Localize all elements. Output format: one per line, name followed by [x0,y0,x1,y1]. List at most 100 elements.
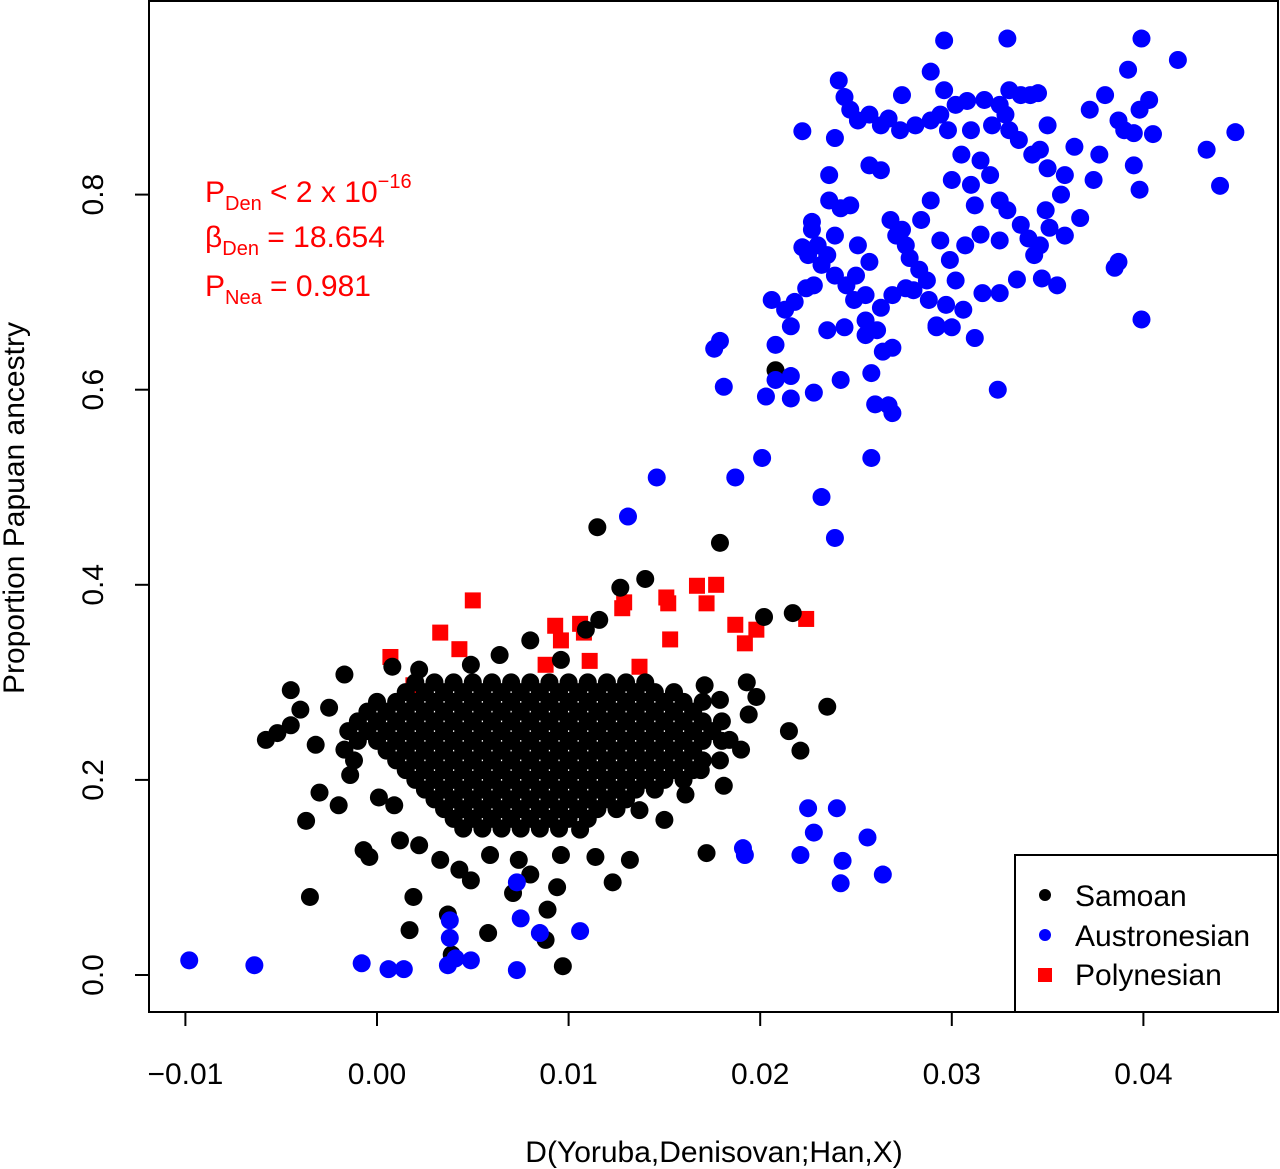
data-point-austronesian [954,300,973,319]
data-point-samoan [747,687,766,706]
data-point-samoan [521,631,540,650]
legend-label-austronesian: Austronesian [1075,920,1250,953]
data-point-austronesian [892,220,911,239]
data-point-austronesian [753,448,772,467]
data-point-samoan [576,620,595,639]
data-point-austronesian [990,95,1009,114]
data-point-austronesian [1038,116,1057,135]
data-point-austronesian [799,799,818,818]
data-point-austronesian [981,166,1000,185]
data-point-samoan [655,810,674,829]
y-tick-label: 0.4 [77,564,110,606]
data-point-samoan [400,921,419,940]
data-point-polynesian [660,595,677,612]
data-point-austronesian [1211,176,1230,195]
data-point-samoan [645,780,664,799]
data-point-austronesian [762,290,781,309]
data-point-austronesian [866,395,885,414]
legend-marker-austronesian [1039,929,1051,941]
data-point-samoan [712,731,731,750]
data-point-austronesian [726,468,745,487]
data-point-austronesian [965,196,984,215]
data-point-samoan [256,730,275,749]
legend: Samoan Austronesian Polynesian [1014,854,1279,1013]
data-point-austronesian [1023,145,1042,164]
data-point-samoan [710,751,729,770]
legend-marker-samoan [1039,889,1051,901]
data-point-austronesian [927,316,946,335]
data-point-austronesian [831,874,850,893]
data-point-austronesian [917,271,936,290]
data-point-austronesian [990,231,1009,250]
data-point-austronesian [1055,166,1074,185]
data-point-samoan [320,698,339,717]
data-point-austronesian [440,911,459,930]
data-point-austronesian [756,387,775,406]
data-point-samoan [607,800,626,819]
data-point-samoan [521,865,540,884]
data-point-samoan [310,783,329,802]
data-point-samoan [586,847,605,866]
data-point-austronesian [961,175,980,194]
data-point-austronesian [511,909,530,928]
y-tick-label: 0.6 [77,369,110,411]
data-point-austronesian [1226,123,1245,142]
data-point-austronesian [938,121,957,140]
data-point-austronesian [971,225,990,244]
data-point-austronesian [1048,276,1067,295]
x-axis: −0.01 0.00 0.01 0.02 0.03 0.04 [147,1011,1173,1091]
data-point-polynesian [547,617,564,634]
data-point-austronesian [446,949,465,968]
data-point-austronesian [983,116,1002,135]
data-point-samoan [473,819,492,838]
data-point-austronesian [1029,84,1048,103]
data-point-polynesian [688,577,705,594]
data-point-austronesian [766,335,785,354]
data-point-austronesian [1071,209,1090,228]
data-point-polynesian [698,595,715,612]
data-point-austronesian [825,528,844,547]
data-point-samoan [329,796,348,815]
data-point-austronesian [808,236,827,255]
legend-label-samoan: Samoan [1075,880,1187,913]
data-point-austronesian [785,292,804,311]
data-point-austronesian [831,370,850,389]
data-point-austronesian [245,956,264,975]
data-point-austronesian [892,86,911,105]
annotation-p-den: PDen < 2 x 10−16 [205,171,412,215]
data-point-austronesian [965,328,984,347]
data-point-austronesian [1132,310,1151,329]
data-point-austronesian [1032,269,1051,288]
data-point-austronesian [1109,252,1128,271]
data-point-austronesian [921,62,940,81]
data-point-samoan [431,850,450,869]
data-point-austronesian [714,377,733,396]
data-point-austronesian [781,367,800,386]
data-point-austronesian [871,116,890,135]
data-point-austronesian [793,122,812,141]
data-point-austronesian [896,279,915,298]
data-point-samoan [739,705,758,724]
data-point-austronesian [942,318,961,337]
data-point-samoan [348,731,367,750]
data-point-austronesian [1038,159,1057,178]
data-point-austronesian [871,298,890,317]
x-tick-label: 0.03 [923,1058,981,1091]
data-point-samoan [511,819,530,838]
data-point-austronesian [618,507,637,526]
data-point-samoan [509,850,528,869]
data-point-austronesian [942,170,961,189]
data-point-austronesian [940,250,959,269]
data-point-austronesian [507,873,526,892]
data-point-samoan [297,811,316,830]
data-point-samoan [551,846,570,865]
data-point-samoan [385,796,404,815]
y-axis-title: Proportion Papuan ancestry [0,322,31,694]
data-point-samoan [548,878,567,897]
data-point-samoan [551,650,570,669]
data-point-samoan [345,751,364,770]
data-point-samoan [369,788,388,807]
data-point-samoan [538,900,557,919]
data-point-austronesian [1143,125,1162,144]
